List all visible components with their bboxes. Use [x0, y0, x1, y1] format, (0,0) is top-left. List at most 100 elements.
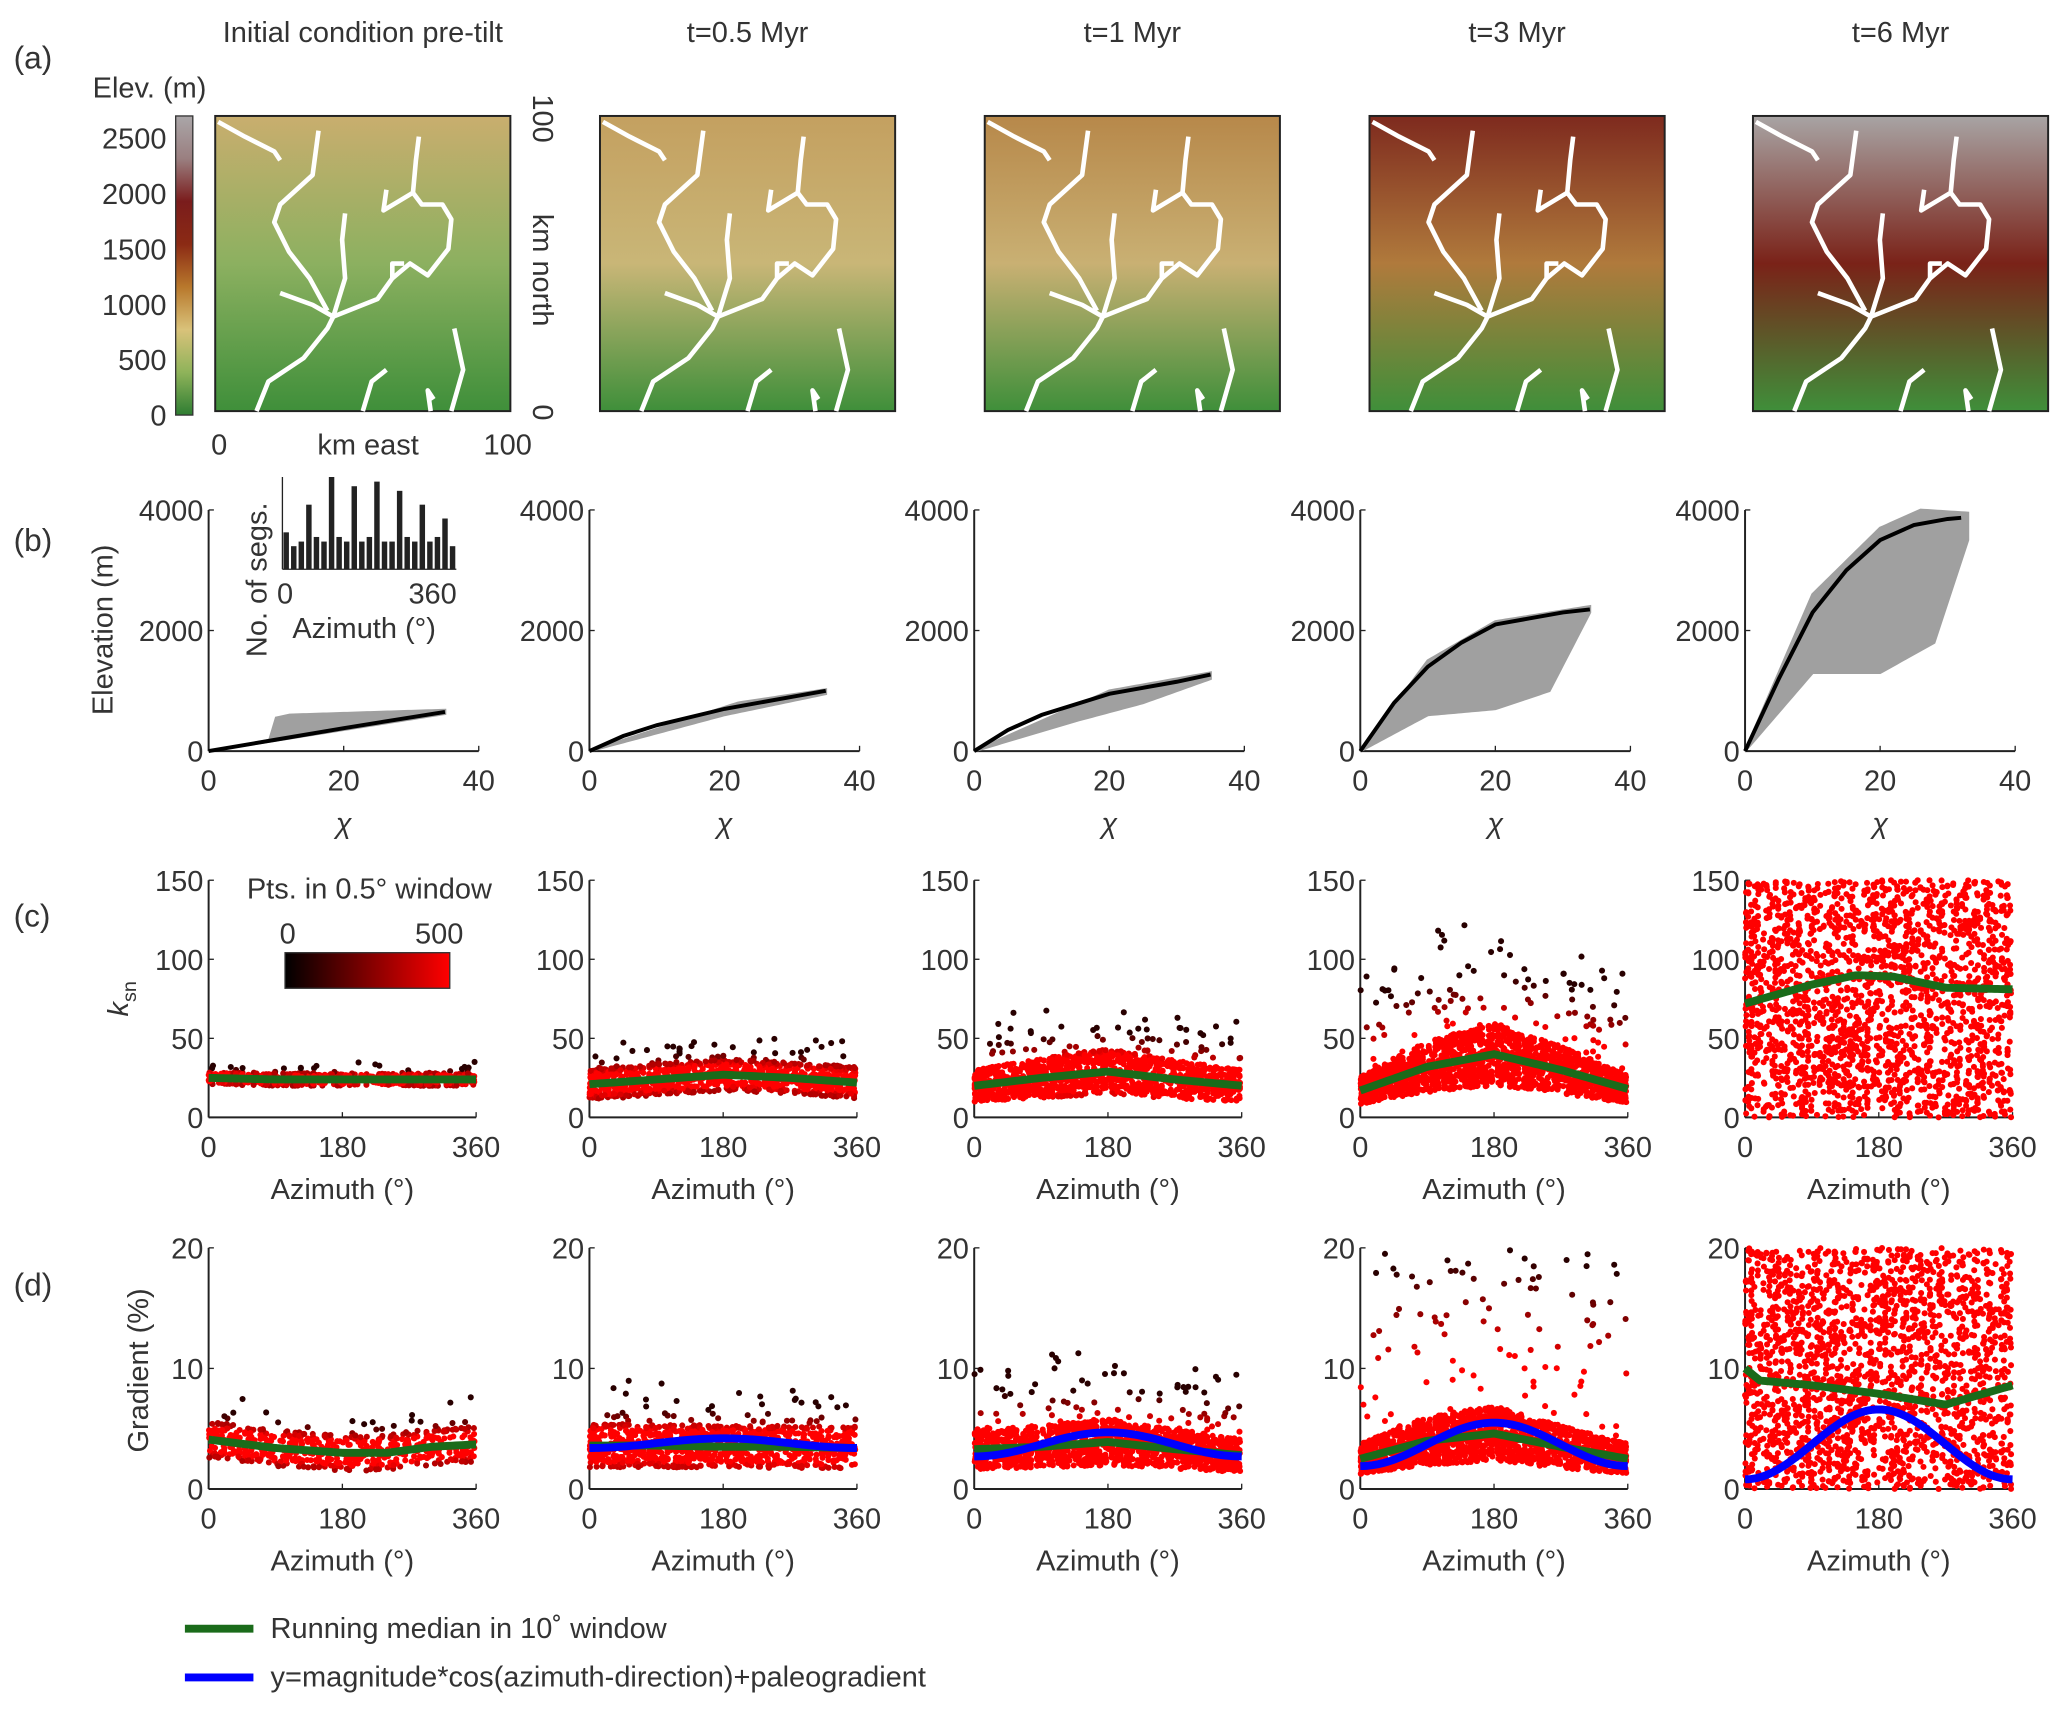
scatter-point [1426, 988, 1433, 995]
scatter-point [753, 1080, 761, 1087]
river-channel [1898, 367, 1926, 412]
elevation-map [1751, 114, 2050, 413]
river-channel [774, 261, 789, 279]
y-tick-label: 0 [1339, 737, 1355, 769]
scatter-point [1443, 1017, 1450, 1024]
scatter-point [313, 1062, 320, 1069]
scatter-point [1437, 1041, 1444, 1048]
x-tick-label: 0 [1737, 1132, 1753, 1164]
scatter-point [1084, 1053, 1091, 1060]
scatter-point [786, 1062, 793, 1069]
histogram-bar [389, 541, 395, 570]
ksn-label-k: k [103, 1000, 135, 1016]
scatter-point [987, 1066, 994, 1073]
scatter-point [804, 1062, 811, 1069]
scatter-point [628, 1071, 635, 1078]
scatter-point [1209, 1066, 1216, 1073]
river-channel [656, 130, 715, 312]
scatter-point [791, 1089, 798, 1096]
elevation-colorbar-tick: 2500 [102, 124, 166, 156]
x-axis-label: χ [1869, 808, 1889, 840]
scatter-point [1804, 1048, 1811, 1055]
scatter-point [772, 1050, 779, 1057]
scatter-point [1143, 1088, 1150, 1095]
scatter-point [1191, 1088, 1198, 1095]
river-channel [664, 290, 720, 319]
scatter-point [1456, 1041, 1463, 1048]
scatter-point [1548, 1086, 1555, 1093]
scatter-point [1583, 1092, 1590, 1099]
scatter-point [1219, 1041, 1226, 1048]
scatter-point [1485, 1023, 1492, 1030]
scatter-point [1539, 1039, 1546, 1046]
scatter-point [1210, 1096, 1217, 1103]
scatter-point [1005, 1095, 1012, 1102]
scatter-point [1099, 1083, 1106, 1090]
x-tick-label: 180 [699, 1132, 747, 1164]
scatter-point [840, 1053, 847, 1060]
scatter-point [691, 1062, 698, 1069]
scatter-point [1418, 975, 1425, 982]
scatter-point [1055, 1056, 1062, 1064]
river-channel [1041, 130, 1099, 312]
scatter-point [1592, 1068, 1600, 1075]
elevation-axis-label: Elevation (m) [87, 545, 119, 716]
scatter-point [1566, 979, 1573, 986]
scatter-point [1755, 943, 1762, 951]
river-channel [1514, 367, 1543, 412]
scatter-point [1120, 1009, 1127, 1016]
scatter-point [1375, 1068, 1382, 1075]
scatter-point [1043, 1007, 1050, 1014]
scatter-point [1584, 1013, 1591, 1020]
y-tick-label: 50 [552, 1024, 584, 1056]
scatter-point [818, 1085, 825, 1092]
scatter-point [1527, 1043, 1534, 1050]
scatter-point [670, 1066, 677, 1073]
scatter-point [1521, 1074, 1529, 1082]
scatter-point [1595, 1053, 1602, 1060]
scatter-point [1094, 1054, 1101, 1061]
scatter-point [1414, 1076, 1421, 1083]
scatter-point [1236, 1066, 1243, 1073]
y-tick-label: 2000 [139, 616, 203, 648]
scatter-point [1073, 1057, 1080, 1064]
scatter-point [1459, 995, 1466, 1002]
scatter-point [1376, 1021, 1383, 1028]
scatter-point [1093, 1024, 1100, 1031]
scatter-point [1162, 1089, 1169, 1096]
panel-label-c: (c) [14, 897, 51, 933]
scatter-point [1467, 1081, 1474, 1088]
scatter-point [770, 1083, 777, 1090]
scatter-point [1544, 1074, 1551, 1081]
scatter-point [1521, 1041, 1528, 1048]
histogram-bar [434, 536, 441, 570]
histogram-bar [412, 541, 418, 570]
histogram-bar [449, 546, 456, 570]
scatter-point [1541, 1087, 1548, 1094]
chi-elevation-median-line [588, 688, 827, 753]
x-tick-label: 0 [201, 1132, 217, 1164]
scatter-point [792, 1067, 799, 1074]
river-channel [745, 367, 773, 412]
scatter-point [1013, 1090, 1020, 1098]
river-channel [1159, 261, 1174, 279]
x-tick-label: 180 [318, 1132, 366, 1164]
scatter-point [1590, 1022, 1597, 1029]
scatter-point [1043, 1080, 1050, 1088]
scatter-point [983, 1072, 990, 1079]
scatter-point [1530, 1078, 1537, 1085]
scatter-point [708, 1057, 715, 1064]
x-tick-label: 20 [1864, 766, 1896, 798]
river-channel [1963, 388, 1974, 412]
scatter-point [1357, 987, 1364, 994]
scatter-point [688, 1043, 695, 1050]
panel-label-d: (d) [14, 1266, 53, 1302]
scatter-point [693, 1083, 700, 1090]
chi-elevation-median-line [1358, 607, 1591, 753]
scatter-point [1438, 1072, 1445, 1079]
scatter-point [1417, 1086, 1424, 1093]
scatter-point [1152, 1066, 1159, 1073]
scatter-point [839, 1038, 846, 1045]
river-channel [217, 119, 283, 162]
